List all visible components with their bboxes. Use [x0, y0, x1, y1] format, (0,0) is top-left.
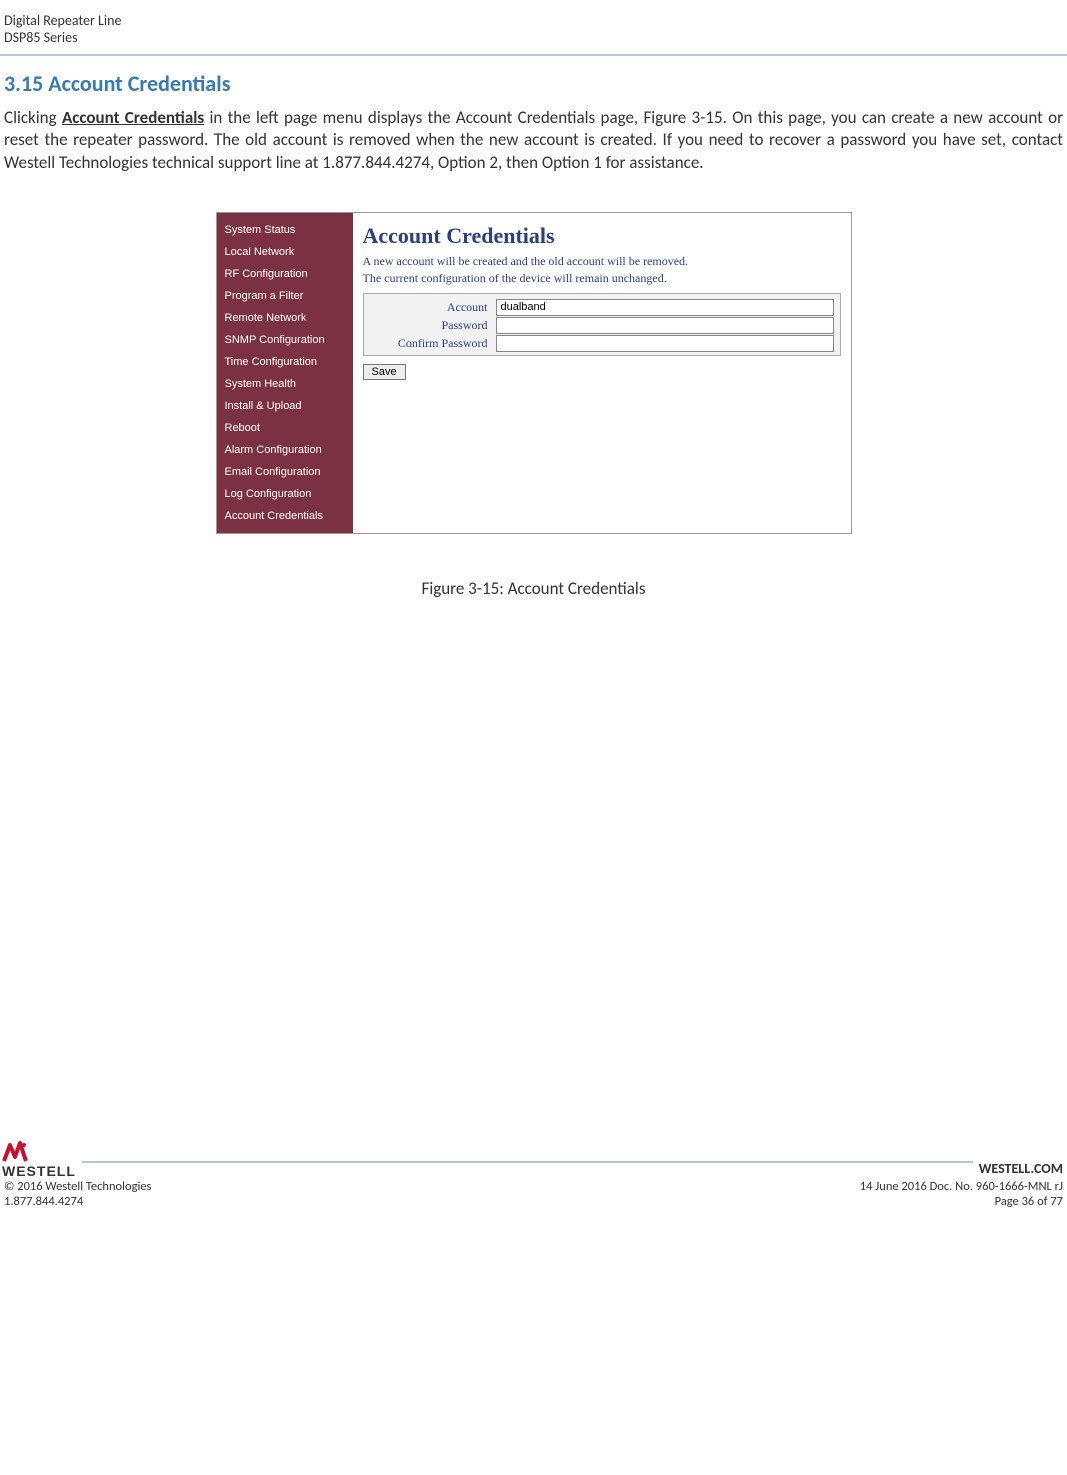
sidebar-item[interactable]: Local Network [217, 241, 353, 263]
logo-word: WESTELL [2, 1163, 76, 1179]
sidebar-item[interactable]: System Health [217, 373, 353, 395]
screenshot: System StatusLocal NetworkRF Configurati… [216, 212, 852, 534]
save-button[interactable]: Save [363, 364, 406, 380]
form-box: Account Password Confirm Password [363, 293, 841, 356]
body-pre: Clicking [4, 107, 62, 128]
label-password: Password [370, 318, 496, 333]
sidebar-item[interactable]: Account Credentials [217, 505, 353, 527]
footer-divider [82, 1161, 973, 1163]
sidebar-item[interactable]: RF Configuration [217, 263, 353, 285]
section-body: Clicking Account Credentials in the left… [0, 107, 1067, 174]
password-input[interactable] [496, 317, 834, 334]
page-spacer [0, 599, 1067, 1139]
label-account: Account [370, 300, 496, 315]
confirm-password-input[interactable] [496, 335, 834, 352]
panel-info1: A new account will be created and the ol… [363, 253, 841, 270]
figure-caption: Figure 3-15: Account Credentials [0, 578, 1067, 599]
label-confirm: Confirm Password [370, 336, 496, 351]
sidebar-item[interactable]: SNMP Configuration [217, 329, 353, 351]
panel-title: Account Credentials [363, 223, 841, 249]
footer: WESTELL WESTELL.COM © 2016 Westell Techn… [0, 1139, 1067, 1217]
header-line2: DSP85 Series [4, 29, 1063, 46]
sidebar: System StatusLocal NetworkRF Configurati… [217, 213, 353, 533]
header-divider [0, 54, 1067, 56]
header-line1: Digital Repeater Line [4, 12, 1063, 29]
logo-mark-icon [2, 1139, 32, 1165]
footer-doc: 14 June 2016 Doc. No. 960-1666-MNL rJ [860, 1179, 1063, 1194]
account-input[interactable] [496, 299, 834, 316]
sidebar-item[interactable]: Reboot [217, 417, 353, 439]
sidebar-item[interactable]: Remote Network [217, 307, 353, 329]
footer-copyright: © 2016 Westell Technologies [4, 1179, 151, 1194]
body-bold: Account Credentials [62, 107, 204, 128]
footer-phone: 1.877.844.4274 [4, 1194, 83, 1209]
footer-page: Page 36 of 77 [995, 1194, 1063, 1209]
sidebar-item[interactable]: Log Configuration [217, 483, 353, 505]
figure-wrap: System StatusLocal NetworkRF Configurati… [0, 212, 1067, 534]
main-panel: Account Credentials A new account will b… [353, 213, 851, 533]
panel-info2: The current configuration of the device … [363, 270, 841, 287]
sidebar-item[interactable]: Alarm Configuration [217, 439, 353, 461]
sidebar-item[interactable]: Program a Filter [217, 285, 353, 307]
section-title: 3.15 Account Credentials [0, 70, 1067, 107]
sidebar-item[interactable]: Email Configuration [217, 461, 353, 483]
sidebar-item[interactable]: Install & Upload [217, 395, 353, 417]
sidebar-item[interactable]: System Status [217, 219, 353, 241]
westell-logo: WESTELL [2, 1139, 76, 1179]
sidebar-item[interactable]: Time Configuration [217, 351, 353, 373]
westell-com: WESTELL.COM [979, 1160, 1063, 1177]
